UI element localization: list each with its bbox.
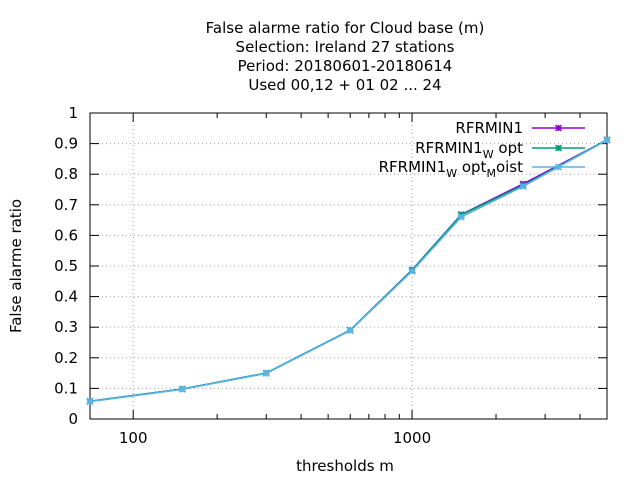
series-lines — [86, 136, 611, 406]
data-point — [346, 327, 354, 335]
y-axis-label: False alarme ratio — [7, 199, 25, 333]
series-line-1 — [89, 139, 608, 403]
legend-entry-1: RFRMIN1W opt — [415, 139, 523, 161]
data-point — [178, 385, 186, 393]
y-tick-label: 0.4 — [54, 288, 78, 306]
x-tick-label: 1000 — [393, 429, 431, 447]
y-tick-label: 0.8 — [54, 165, 78, 183]
data-point — [262, 369, 270, 377]
series-line-0 — [89, 139, 608, 403]
y-tick-label: 0.6 — [54, 226, 78, 244]
legend-entry-0: RFRMIN1 — [455, 119, 523, 137]
data-point — [554, 124, 563, 132]
y-tick-label: 0.5 — [54, 257, 78, 275]
data-point — [554, 144, 563, 152]
axis-ticks: 0 0.1 0.2 0.3 0.4 0.5 0.6 0.7 0.8 0.9 1 100 1000 — [54, 104, 608, 447]
title-line-3: Used 00,12 + 01 02 ... 24 — [248, 76, 441, 94]
data-point — [603, 136, 611, 144]
data-point — [519, 182, 527, 190]
y-tick-label: 0.9 — [54, 135, 78, 153]
title-line-1: Selection: Ireland 27 stations — [236, 38, 455, 56]
data-point — [554, 163, 563, 171]
x-tick-label: 100 — [119, 429, 148, 447]
data-point — [457, 213, 465, 221]
y-tick-label: 1 — [68, 104, 78, 122]
y-tick-label: 0.3 — [54, 318, 78, 336]
y-tick-label: 0.7 — [54, 196, 78, 214]
data-point — [86, 398, 94, 406]
x-axis-label: thresholds m — [296, 457, 394, 475]
y-tick-label: 0 — [68, 410, 78, 428]
y-tick-label: 0.2 — [54, 349, 78, 367]
grid — [90, 113, 607, 419]
plot-frame — [89, 112, 608, 420]
data-point — [408, 267, 416, 275]
series-line-2 — [89, 139, 608, 403]
legend-entry-2: RFRMIN1W optMoist — [379, 158, 524, 180]
title-line-0: False alarme ratio for Cloud base (m) — [206, 19, 485, 37]
title-line-2: Period: 20180601-20180614 — [238, 57, 453, 75]
y-tick-label: 0.1 — [54, 379, 78, 397]
chart-title: False alarme ratio for Cloud base (m)Sel… — [206, 19, 485, 94]
